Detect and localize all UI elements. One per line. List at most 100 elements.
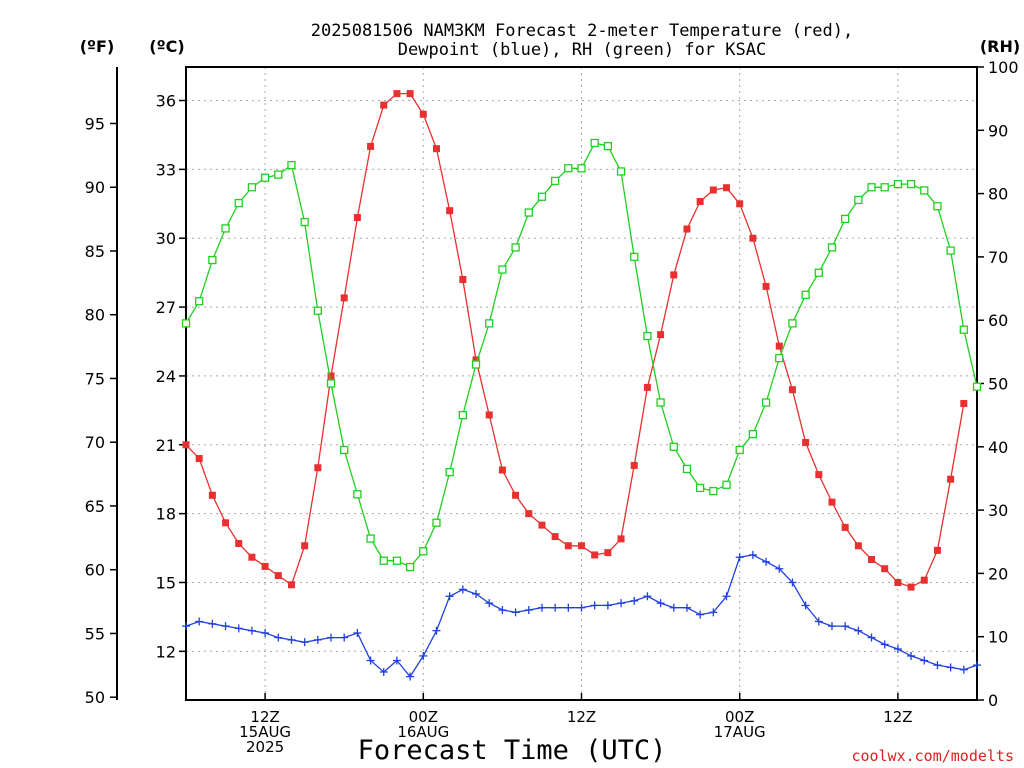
dewpoint-point <box>630 596 639 605</box>
dewpoint-point <box>709 608 718 617</box>
data-series <box>181 90 982 681</box>
rh-point <box>761 398 771 407</box>
rh-point <box>221 224 230 233</box>
rh-point <box>392 556 402 565</box>
rh-point <box>775 354 784 363</box>
rh-tick-label: 20 <box>988 564 1008 583</box>
temperature-point <box>749 234 757 242</box>
rh-point <box>893 179 903 189</box>
rh-point <box>471 360 481 369</box>
rh-point <box>656 398 665 407</box>
rh-point <box>972 382 982 391</box>
rh-point <box>287 160 296 170</box>
temperature-point <box>907 583 915 591</box>
fahrenheit-tick-label: 90 <box>85 178 105 197</box>
rh-point <box>682 464 692 474</box>
dewpoint-point <box>801 601 810 610</box>
fahrenheit-tick-label: 65 <box>85 497 105 516</box>
dewpoint-point <box>669 603 678 612</box>
temperature-point <box>854 542 862 550</box>
rh-point <box>524 208 533 217</box>
rh-point <box>564 164 573 173</box>
dewpoint-point <box>511 608 520 617</box>
x-tick-label: 12Z <box>567 708 596 726</box>
dewpoint-point <box>577 603 586 612</box>
rh-point <box>260 173 270 182</box>
rh-point <box>801 290 810 300</box>
temperature-point <box>195 455 203 463</box>
rh-point <box>616 167 626 176</box>
rh-point <box>722 480 731 489</box>
rh-point <box>669 442 678 451</box>
rh-point <box>841 214 850 224</box>
temperature-point <box>432 145 440 153</box>
rh-point <box>854 195 863 205</box>
series-temperature <box>182 90 968 591</box>
temperature-point <box>591 551 599 559</box>
celsius-tick-label: 24 <box>156 367 176 386</box>
x-tick-label: 15AUG <box>239 723 291 741</box>
dewpoint-point <box>406 672 415 681</box>
dewpoint-point <box>775 564 784 573</box>
dewpoint-point <box>893 645 902 654</box>
temperature-point <box>933 546 941 554</box>
rh-point <box>432 518 441 527</box>
dewpoint-point <box>313 635 322 644</box>
temperature-point <box>380 101 388 109</box>
temperature-point <box>788 386 796 394</box>
rh-point <box>735 445 744 455</box>
temperature-point <box>960 399 968 407</box>
rh-tick-label: 100 <box>988 58 1019 77</box>
temperature-point <box>723 184 731 192</box>
temperature-point <box>815 471 823 479</box>
fahrenheit-tick-label: 55 <box>85 624 105 643</box>
rh-point <box>485 319 494 328</box>
temperature-point <box>314 464 322 472</box>
temperature-point <box>525 510 533 518</box>
temperature-point <box>736 200 744 208</box>
dewpoint-point <box>419 651 428 660</box>
fahrenheit-tick-label: 95 <box>85 114 105 133</box>
temperature-point <box>802 438 810 446</box>
rh-point <box>880 183 889 192</box>
rh-point <box>419 547 428 556</box>
temperature-point <box>340 294 348 302</box>
rh-point <box>274 170 283 179</box>
dewpoint-point <box>524 606 533 615</box>
dewpoint-point <box>274 633 283 642</box>
dewpoint-point <box>472 589 481 598</box>
rh-point <box>603 141 613 151</box>
temperature-point <box>709 186 717 194</box>
dewpoint-point <box>643 592 652 601</box>
dewpoint-point <box>247 626 256 635</box>
x-tick-label: 00Z <box>725 708 754 726</box>
dewpoint-point <box>551 603 560 612</box>
dewpoint-point <box>762 557 771 566</box>
dewpoint-point <box>458 585 467 594</box>
celsius-tick-label: 15 <box>156 573 176 592</box>
temperature-point <box>353 214 361 222</box>
rh-point <box>550 176 560 186</box>
rh-point <box>920 186 929 195</box>
rh-point <box>643 331 652 341</box>
rh-tick-label: 0 <box>988 691 998 710</box>
temperature-point <box>604 549 612 557</box>
temperature-point <box>485 411 493 419</box>
rh-point <box>353 490 362 499</box>
dewpoint-point <box>827 622 836 631</box>
dewpoint-point <box>617 599 626 608</box>
temperature-point <box>248 553 256 561</box>
chart-title-line1: 2025081506 NAM3KM Forecast 2-meter Tempe… <box>311 21 853 41</box>
temperature-point <box>472 356 480 364</box>
dewpoint-point <box>564 603 573 612</box>
rh-tick-label: 50 <box>988 375 1008 394</box>
rh-point <box>445 467 454 477</box>
dewpoint-point <box>300 638 309 647</box>
temperature-point <box>182 441 190 449</box>
temperature-point <box>551 533 559 541</box>
temperature-point <box>657 331 665 339</box>
temperature-point <box>630 461 638 469</box>
temperature-point <box>643 383 651 391</box>
temperature-line <box>185 92 965 588</box>
